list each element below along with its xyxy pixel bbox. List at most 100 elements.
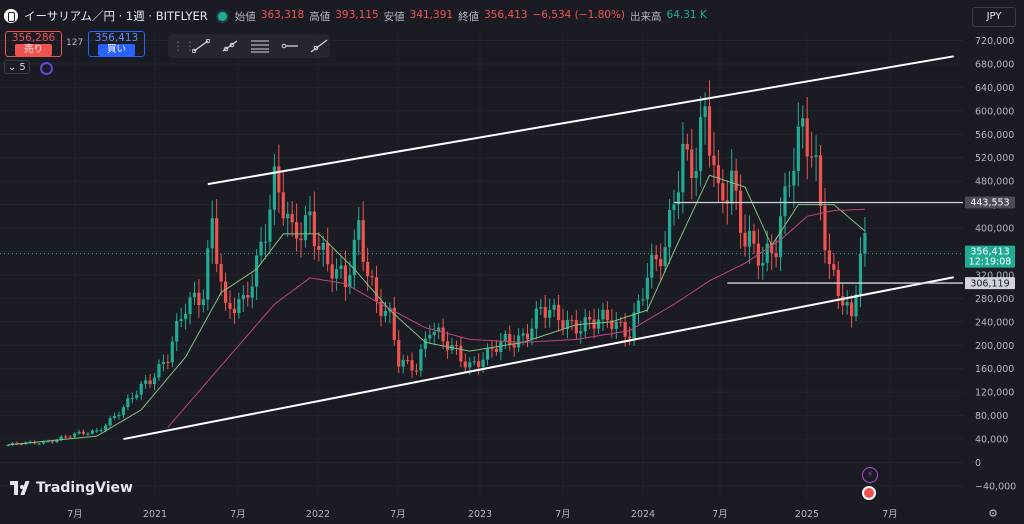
low-label: 安値 — [383, 10, 405, 23]
currency-selector[interactable]: JPY — [972, 7, 1016, 27]
ethereum-logo-icon — [4, 9, 18, 23]
candle-body — [379, 301, 383, 317]
horizontal-ray-tool-icon[interactable] — [279, 37, 301, 55]
candle-body — [787, 185, 792, 187]
drag-handle-icon[interactable]: ⋮⋮ — [172, 39, 196, 53]
candle-body — [241, 295, 245, 300]
candle-body — [441, 327, 445, 342]
candle-body — [690, 149, 694, 179]
chevron-down-icon: ⌄ — [8, 61, 17, 73]
candle-body — [64, 436, 68, 438]
candle-body — [237, 299, 241, 314]
candle-body — [428, 334, 432, 339]
candle-body — [628, 336, 632, 339]
candle-body — [6, 444, 10, 446]
candle-body — [352, 239, 356, 276]
level-low-tag — [965, 277, 1015, 290]
ma-short-line — [7, 174, 866, 446]
y-tick-label: 680,000 — [975, 59, 1014, 70]
candle-body — [574, 320, 578, 334]
candle-body — [712, 155, 716, 166]
candle-body — [863, 233, 867, 254]
candle-body — [841, 295, 845, 306]
candle-body — [112, 416, 117, 419]
x-tick-label: 7月 — [882, 509, 898, 520]
candle-body — [783, 186, 787, 217]
trend-line-tool-icon[interactable] — [190, 37, 212, 55]
candle-body — [730, 170, 734, 204]
y-tick-label: 400,000 — [975, 224, 1014, 235]
lightning-event-icon[interactable]: ⚡ — [862, 467, 878, 483]
level-low-tag-text: 306,119 — [970, 279, 1009, 290]
candle-body — [805, 118, 809, 157]
y-tick-label: 200,000 — [975, 341, 1014, 352]
record-event-icon[interactable] — [862, 486, 876, 500]
candle-body — [295, 222, 299, 239]
candle-body — [517, 335, 521, 348]
candle-body — [521, 333, 525, 336]
candle-body — [739, 190, 743, 233]
candle-body — [810, 156, 814, 158]
y-tick-label: 240,000 — [975, 317, 1014, 328]
symbol-title[interactable]: イーサリアム／円 · 1週 · BITFLYER — [24, 9, 208, 23]
candle-body — [46, 441, 50, 443]
candle-body — [77, 431, 81, 434]
candle-body — [232, 308, 237, 314]
candle-body — [321, 242, 325, 250]
change-value: −6,534 (−1.80%) — [532, 8, 626, 21]
candle-body — [752, 230, 756, 244]
sell-label: 売り — [15, 44, 52, 56]
candle-body — [699, 117, 703, 171]
candle-body — [814, 155, 818, 157]
tradingview-mark-icon — [10, 481, 30, 495]
candle-body — [827, 250, 831, 265]
candle-body — [281, 192, 285, 219]
candle-body — [192, 292, 197, 298]
candle-body — [184, 313, 188, 320]
indicators-toggle[interactable]: ⌄ 5 — [4, 60, 30, 74]
x-tick-label: 2024 — [631, 509, 655, 520]
ma-long-line — [167, 208, 865, 428]
x-tick-label: 2023 — [468, 509, 492, 520]
y-tick-label: 520,000 — [975, 153, 1014, 164]
candle-body — [610, 320, 614, 329]
candle-body — [286, 213, 290, 219]
candle-body — [299, 238, 303, 241]
candle-body — [392, 307, 396, 341]
candle-body — [148, 380, 152, 385]
candle-body — [152, 377, 157, 385]
candle-body — [343, 265, 348, 287]
candle-body — [397, 340, 401, 367]
gear-icon[interactable]: ⚙ — [988, 507, 998, 520]
low-value: 341,391 — [409, 8, 454, 21]
candle-body — [59, 436, 63, 440]
candle-body — [201, 299, 205, 306]
candle-body — [215, 218, 219, 264]
candle-body — [357, 220, 361, 240]
candle-body — [801, 118, 805, 127]
current-price-tag-text: 356,413 — [970, 247, 1009, 258]
spread-value: 127 — [66, 38, 84, 48]
extended-line-tool-icon[interactable] — [308, 37, 330, 55]
indicator-settings-icon[interactable] — [40, 62, 53, 75]
x-tick-label: 7月 — [67, 509, 83, 520]
candle-body — [485, 348, 490, 360]
ohlc-readout: 始値 363,318 高値 393,115 安値 341,391 終値 356,… — [235, 9, 707, 24]
candle-body — [596, 319, 601, 329]
volume-label: 出来高 — [630, 10, 662, 23]
buy-button[interactable]: 356,413 買い — [88, 31, 145, 57]
ray-tool-icon[interactable] — [220, 37, 242, 55]
candle-body — [312, 211, 316, 247]
candle-body — [761, 262, 765, 266]
parallel-channel-tool-icon[interactable] — [249, 37, 271, 55]
candle-body — [197, 292, 201, 306]
candle-body — [556, 304, 561, 321]
candle-body — [104, 425, 108, 431]
candle-body — [303, 215, 308, 241]
candle-body — [73, 433, 77, 437]
open-value: 363,318 — [260, 8, 305, 21]
candle-body — [641, 299, 645, 301]
sell-button[interactable]: 356,286 売り — [5, 31, 62, 57]
candle-body — [277, 166, 281, 193]
